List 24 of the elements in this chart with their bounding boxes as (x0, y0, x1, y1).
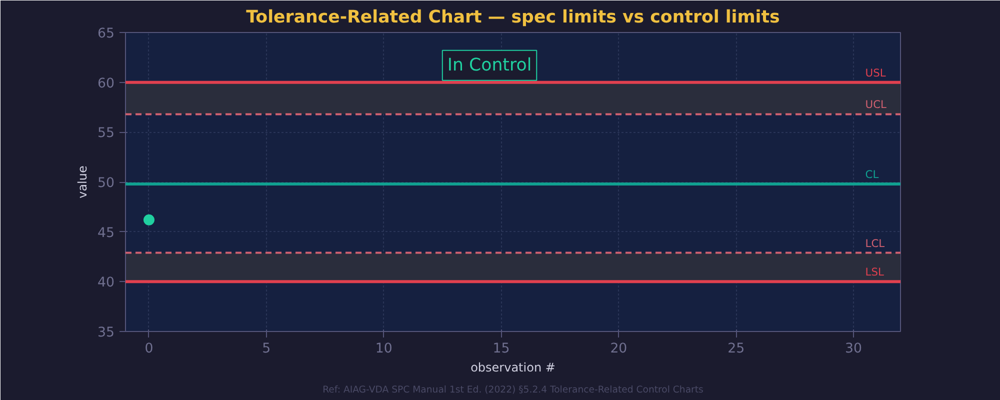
x-tick-label: 20 (610, 342, 628, 356)
y-axis-title: value (76, 166, 90, 198)
chart-title: Tolerance-Related Chart — spec limits vs control limits (246, 8, 780, 28)
y-tick-label: 35 (98, 326, 115, 340)
text: Ref: AIAG-VDA SPC Manual 1st Ed. (2022) §5.2.4 Tolerance-Related Control Charts (322, 384, 704, 396)
ref-line-label: USL (865, 66, 886, 80)
x-tick-label: 5 (262, 342, 271, 356)
x-tick-label: 15 (492, 342, 510, 356)
x-tick-label: 30 (845, 342, 862, 356)
y-tick-label: 45 (98, 226, 115, 241)
y-tick-label: 40 (98, 276, 115, 291)
x-tick-label: 25 (728, 342, 745, 356)
annotation: In Control (447, 55, 532, 76)
y-tick-label: 50 (98, 176, 115, 191)
y-tick-label: 65 (98, 26, 115, 42)
ref-line-label: UCL (865, 98, 887, 112)
ref-line-label: LSL (865, 266, 884, 279)
y-tick-label: 55 (98, 126, 115, 142)
x-axis-title: observation # (470, 360, 556, 374)
x-tick-label: 0 (144, 342, 154, 356)
y-tick-label: 60 (98, 76, 115, 92)
ref-line-label: LCL (865, 236, 885, 250)
x-tick-label: 10 (375, 342, 392, 356)
ref-line-label: CL (865, 168, 879, 181)
